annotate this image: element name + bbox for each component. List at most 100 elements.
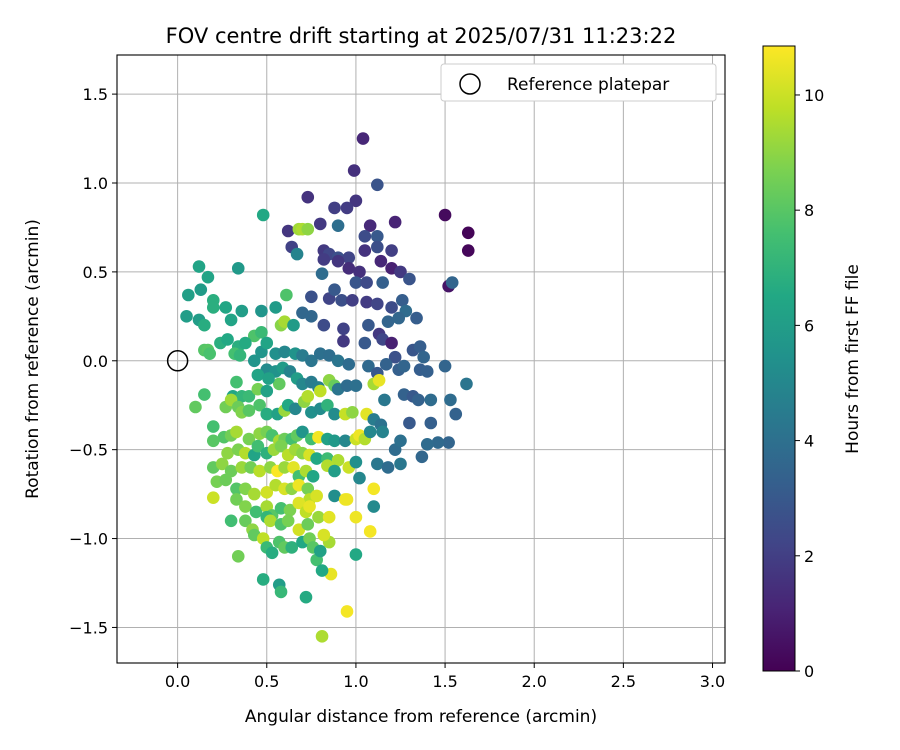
data-point: [198, 388, 211, 401]
data-point: [367, 500, 381, 513]
data-point: [242, 390, 256, 403]
data-point: [431, 436, 445, 449]
y-tick-label: 0.5: [83, 263, 108, 282]
data-point: [281, 514, 295, 528]
data-point: [305, 310, 318, 323]
data-point: [224, 313, 238, 327]
data-point: [299, 590, 313, 604]
data-point: [362, 359, 375, 373]
data-point: [328, 283, 341, 296]
data-point: [445, 276, 459, 289]
x-tick-label: 2.5: [611, 672, 636, 691]
data-point: [278, 461, 291, 474]
data-point: [253, 398, 266, 412]
data-point: [461, 244, 475, 257]
data-point: [247, 487, 261, 501]
data-point: [312, 510, 325, 524]
data-point: [363, 525, 377, 538]
data-point: [235, 461, 249, 474]
data-point: [417, 350, 430, 364]
data-point: [303, 500, 316, 513]
data-point: [274, 439, 288, 453]
data-point: [337, 334, 350, 348]
data-point: [335, 294, 348, 307]
data-point: [281, 224, 295, 238]
colorbar-tick-label: 6: [804, 316, 814, 335]
colorbar-tick-label: 0: [804, 662, 814, 681]
data-point: [338, 434, 352, 448]
data-point: [224, 514, 238, 528]
data-point: [285, 541, 299, 554]
data-point: [233, 349, 247, 362]
data-point: [415, 450, 429, 464]
data-point: [412, 393, 425, 407]
data-point: [378, 393, 391, 407]
data-point: [420, 438, 434, 451]
data-point: [331, 454, 345, 467]
data-point: [235, 304, 249, 318]
data-point: [249, 505, 263, 519]
data-point: [278, 345, 291, 359]
data-point: [346, 294, 359, 307]
data-point: [338, 493, 352, 506]
data-point: [328, 201, 341, 215]
data-point: [301, 482, 315, 496]
plot-frame: [116, 54, 726, 664]
data-point: [239, 514, 252, 528]
data-point: [349, 510, 363, 524]
data-point: [206, 420, 220, 433]
data-point: [301, 190, 315, 204]
legend: Reference platepar: [440, 63, 717, 102]
colorbar-tick-label: 4: [804, 432, 814, 451]
reference-platepar-marker: [166, 350, 189, 372]
data-point: [403, 416, 416, 430]
data-point: [242, 404, 256, 417]
data-point: [356, 132, 370, 145]
data-point: [395, 294, 409, 307]
data-point: [360, 295, 373, 309]
x-tick-label: 0.0: [165, 672, 190, 691]
data-point: [374, 254, 388, 268]
data-point: [385, 301, 398, 314]
data-point: [388, 350, 402, 364]
data-point: [313, 217, 327, 231]
data-point: [420, 365, 434, 378]
y-axis-label: Rotation from reference (arcmin): [23, 219, 43, 499]
data-points: [180, 132, 475, 643]
data-point: [230, 493, 243, 506]
data-point: [337, 322, 350, 336]
data-point: [322, 510, 336, 524]
data-point: [385, 244, 398, 257]
data-point: [251, 439, 265, 453]
y-tick-label: 1.0: [83, 174, 108, 193]
data-point: [317, 318, 331, 332]
data-point: [256, 208, 270, 222]
data-point: [328, 434, 341, 448]
data-point: [349, 548, 363, 561]
data-point: [371, 178, 384, 192]
data-point: [438, 359, 452, 373]
y-tick-label: 0.0: [83, 352, 108, 371]
data-point: [331, 219, 345, 232]
data-point: [313, 544, 327, 558]
data-point: [410, 311, 423, 325]
data-point: [424, 416, 438, 430]
data-point: [256, 573, 270, 586]
data-point: [305, 354, 318, 368]
data-point: [180, 310, 193, 323]
data-point: [349, 455, 363, 469]
data-point: [262, 372, 275, 385]
data-point: [301, 390, 315, 403]
data-point: [260, 407, 274, 421]
colorbar-label: Hours from first FF file: [843, 264, 863, 454]
data-point: [288, 402, 302, 416]
data-point: [274, 585, 288, 599]
data-point: [371, 230, 384, 243]
data-point: [272, 377, 286, 391]
legend-label: Reference platepar: [507, 75, 669, 95]
data-point: [394, 457, 407, 471]
data-point: [381, 461, 395, 474]
data-point: [362, 318, 375, 332]
data-point: [239, 336, 252, 350]
data-point: [231, 262, 245, 275]
